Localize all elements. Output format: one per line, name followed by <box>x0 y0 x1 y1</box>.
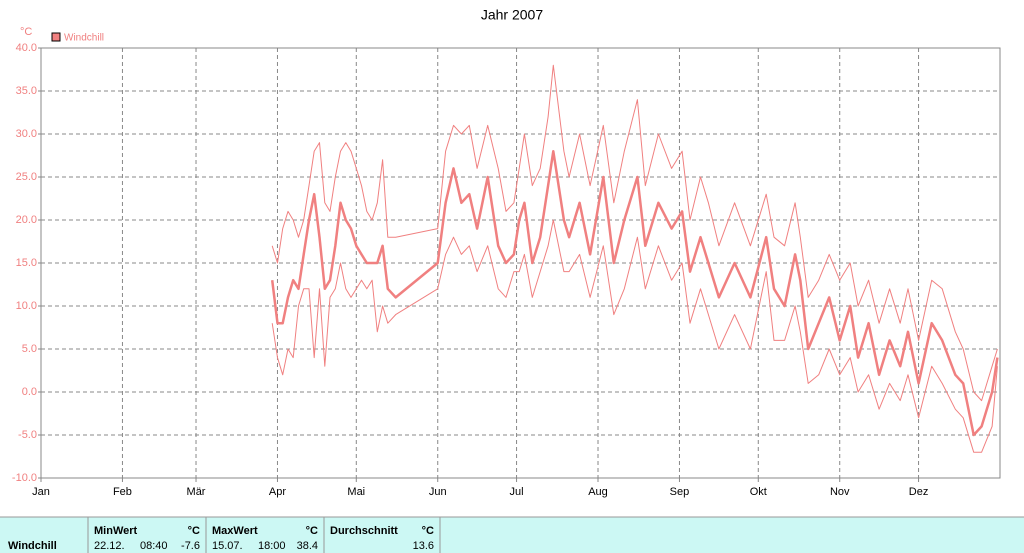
series-range-line <box>271 219 998 453</box>
chart-title: Jahr 2007 <box>481 7 543 23</box>
x-tick-label: Okt <box>750 486 767 498</box>
series-range-line <box>271 64 998 402</box>
x-tick-label: Mär <box>187 486 206 498</box>
x-tick-label: Nov <box>830 486 850 498</box>
unit: °C <box>306 525 318 537</box>
time: 08:40 <box>140 540 168 552</box>
y-tick-label: 20.0 <box>16 214 37 226</box>
value: 13.6 <box>413 540 434 552</box>
x-tick-label: Aug <box>588 486 608 498</box>
legend-label: Windchill <box>64 33 104 44</box>
row-label: Windchill <box>8 540 57 552</box>
column-header: MinWert <box>94 525 138 537</box>
stats-table: Windchill MinWert °C 22.12. 08:40 -7.6 M… <box>0 516 1024 553</box>
column-header: Durchschnitt <box>330 525 398 537</box>
y-tick-label: 40.0 <box>16 42 37 54</box>
y-tick-label: -5.0 <box>18 429 37 441</box>
x-tick-label: Jul <box>510 486 524 498</box>
unit: °C <box>422 525 434 537</box>
date: 22.12. <box>94 540 125 552</box>
y-tick-label: 0.0 <box>22 386 37 398</box>
series-line <box>270 149 999 437</box>
value: 38.4 <box>297 540 318 552</box>
x-tick-label: Dez <box>909 486 929 498</box>
table-background <box>0 517 1024 553</box>
x-tick-label: Feb <box>113 486 132 498</box>
y-tick-label: 25.0 <box>16 171 37 183</box>
x-tick-label: Jan <box>32 486 50 498</box>
plot: 40.0 35.0 30.0 25.0 20.0 15.0 10.0 5.0 0.0 -5.0 -1… <box>12 32 1001 498</box>
y-tick-label: 35.0 <box>16 85 37 97</box>
x-tick-label: Apr <box>269 486 286 498</box>
y-axis-unit: °C <box>20 26 32 38</box>
y-tick-label: 10.0 <box>16 300 37 312</box>
value: -7.6 <box>181 540 200 552</box>
y-tick-label: 30.0 <box>16 128 37 140</box>
time: 18:00 <box>258 540 286 552</box>
y-tick-label: -10.0 <box>12 472 37 484</box>
column-header: MaxWert <box>212 525 258 537</box>
legend-swatch <box>51 32 61 42</box>
unit: °C <box>188 525 200 537</box>
x-tick-label: Mai <box>347 486 365 498</box>
y-tick-label: 15.0 <box>16 257 37 269</box>
x-tick-label: Sep <box>670 486 690 498</box>
y-tick-label: 5.0 <box>22 343 37 355</box>
x-tick-label: Jun <box>429 486 447 498</box>
date: 15.07. <box>212 540 243 552</box>
